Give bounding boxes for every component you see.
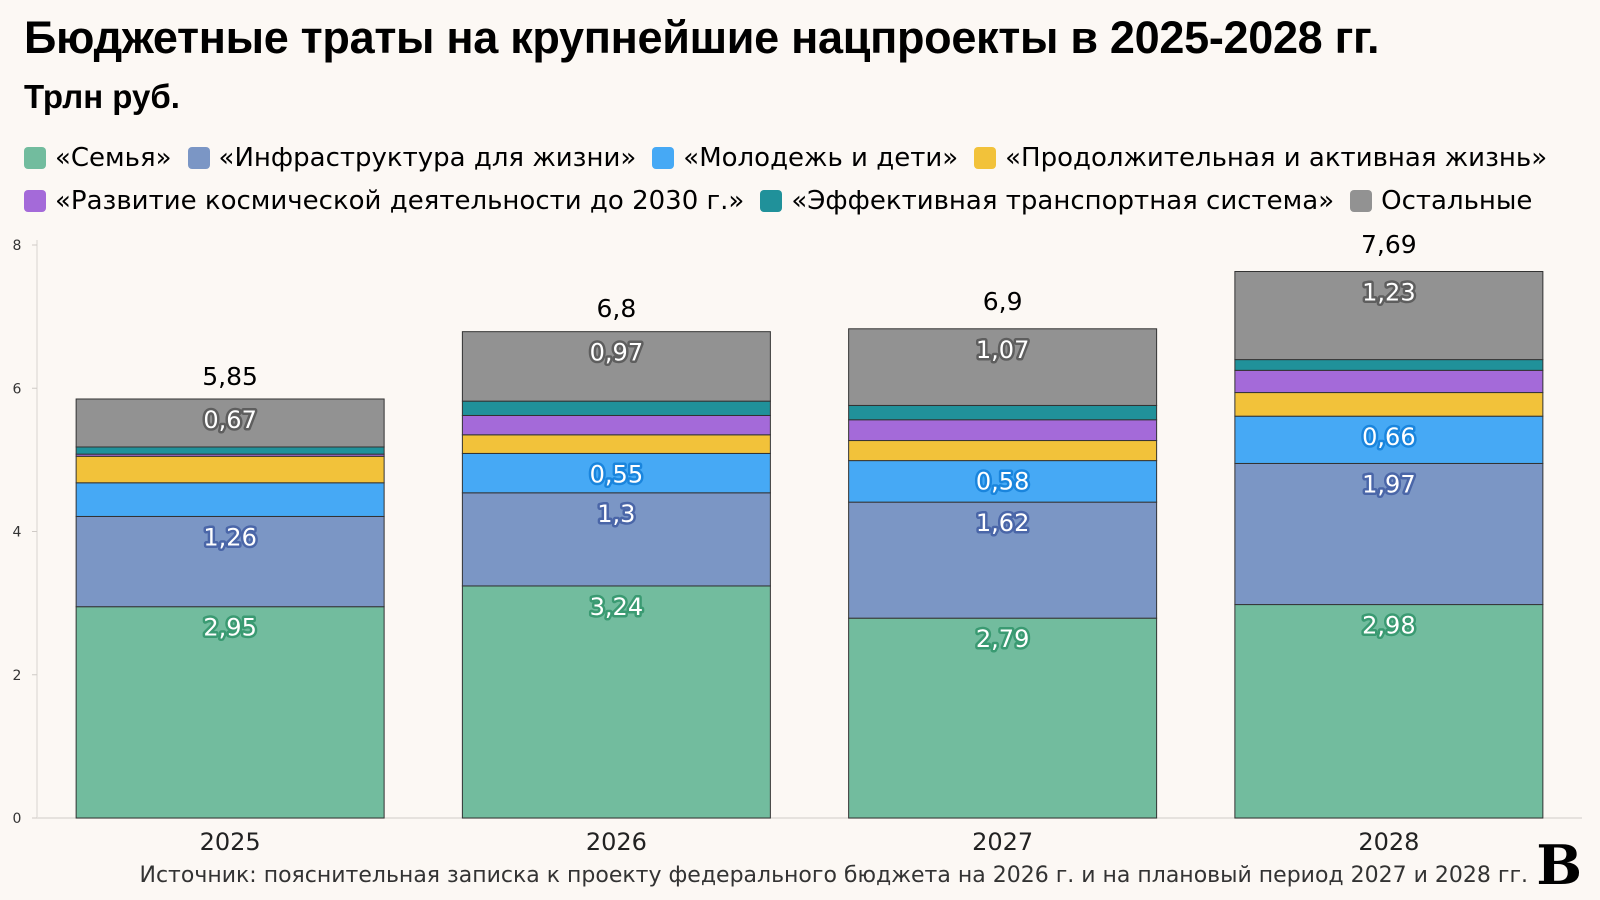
bar-total-label: 6,9 (983, 287, 1023, 316)
bar-total-label: 5,85 (202, 362, 258, 391)
legend-item: «Инфраструктура для жизни» (187, 142, 637, 174)
legend-swatch (187, 147, 210, 169)
bar-segment (1234, 369, 1544, 394)
legend-label: «Развитие космической деятельности до 20… (55, 186, 745, 216)
bar-segment (848, 419, 1158, 442)
legend-swatch (652, 147, 675, 169)
legend-label: «Эффективная транспортная система» (791, 186, 1335, 216)
bar-segment (848, 617, 1158, 819)
legend-swatch (974, 147, 997, 169)
bar-segment (848, 404, 1158, 421)
y-tick-label: 6 (13, 381, 22, 397)
segment-value-label: 0,55 (590, 460, 643, 488)
segment-value-label: 3,24 (590, 593, 643, 621)
segment-value-label: 0,66 (1362, 423, 1415, 451)
y-tick-label: 0 (13, 811, 22, 827)
legend-item: «Эффективная транспортная система» (760, 185, 1334, 217)
bar-segment (461, 585, 771, 819)
bar-segment (75, 455, 385, 484)
legend-label: «Продолжительная и активная жизнь» (1005, 143, 1548, 173)
x-category-label: 2025 (200, 828, 261, 856)
bar-segment (1234, 604, 1544, 819)
bar-segment (1234, 271, 1544, 361)
bar-segment (848, 501, 1158, 619)
bar-segment (75, 482, 385, 517)
legend: «Семья» «Инфраструктура для жизни» «Молоде… (24, 142, 1584, 217)
legend-swatch (24, 147, 46, 169)
bar-segment (461, 492, 771, 587)
legend-item: Остальные (1350, 185, 1532, 217)
segment-value-label: 2,95 (203, 614, 256, 642)
bar-segment (461, 414, 771, 436)
x-category-label: 2026 (586, 828, 647, 856)
segment-value-label: 1,23 (1362, 279, 1415, 307)
publisher-logo: В (1536, 833, 1582, 897)
bar-segment (75, 515, 385, 608)
bar-total-label: 7,69 (1361, 230, 1417, 259)
segment-value-label: 1,97 (1362, 470, 1415, 498)
bar-segment (848, 460, 1158, 503)
bar-segment (461, 331, 771, 402)
segment-value-label: 1,26 (203, 523, 256, 551)
segment-value-label: 2,98 (1362, 612, 1415, 640)
y-tick-label: 2 (13, 668, 22, 684)
segment-value-label: 0,67 (203, 406, 256, 434)
y-tick-label: 4 (13, 525, 22, 541)
legend-item: «Семья» (24, 142, 172, 174)
bar-segment (461, 452, 771, 494)
legend-swatch (760, 190, 783, 212)
legend-label: Остальные (1381, 186, 1533, 216)
x-category-label: 2027 (972, 828, 1033, 856)
source-note: Источник: пояснительная записка к проект… (139, 863, 1529, 888)
bar-segment (461, 434, 771, 454)
legend-label: «Инфраструктура для жизни» (218, 143, 637, 173)
bar-segment (848, 328, 1158, 406)
chart-title: Бюджетные траты на крупнейшие нацпроекты… (24, 12, 1380, 63)
legend-item: «Молодежь и дети» (652, 142, 958, 174)
x-category-label: 2028 (1358, 828, 1419, 856)
legend-label: «Семья» (55, 143, 172, 173)
bar-segment (75, 398, 385, 448)
legend-label: «Молодежь и дети» (683, 143, 959, 173)
bar-segment (75, 606, 385, 819)
bar-segment (1234, 392, 1544, 417)
segment-value-label: 1,62 (976, 509, 1029, 537)
y-tick-label: 8 (13, 238, 22, 254)
segment-value-label: 0,58 (976, 468, 1029, 496)
bar-segment (848, 440, 1158, 462)
legend-swatch (1350, 190, 1373, 212)
segment-value-label: 1,3 (597, 500, 635, 528)
chart-subtitle: Трлн руб. (24, 78, 180, 115)
legend-item: «Развитие космической деятельности до 20… (24, 185, 744, 217)
bar-segment (461, 400, 771, 416)
legend-swatch (24, 190, 46, 212)
bar-segment (1234, 415, 1544, 464)
bar-segment (75, 446, 385, 455)
legend-item: «Продолжительная и активная жизнь» (974, 142, 1547, 174)
bar-total-label: 6,8 (596, 294, 636, 323)
segment-value-label: 1,07 (976, 336, 1029, 364)
segment-value-label: 2,79 (976, 625, 1029, 653)
bar-segment (1234, 359, 1544, 371)
segment-value-label: 0,97 (590, 339, 643, 367)
